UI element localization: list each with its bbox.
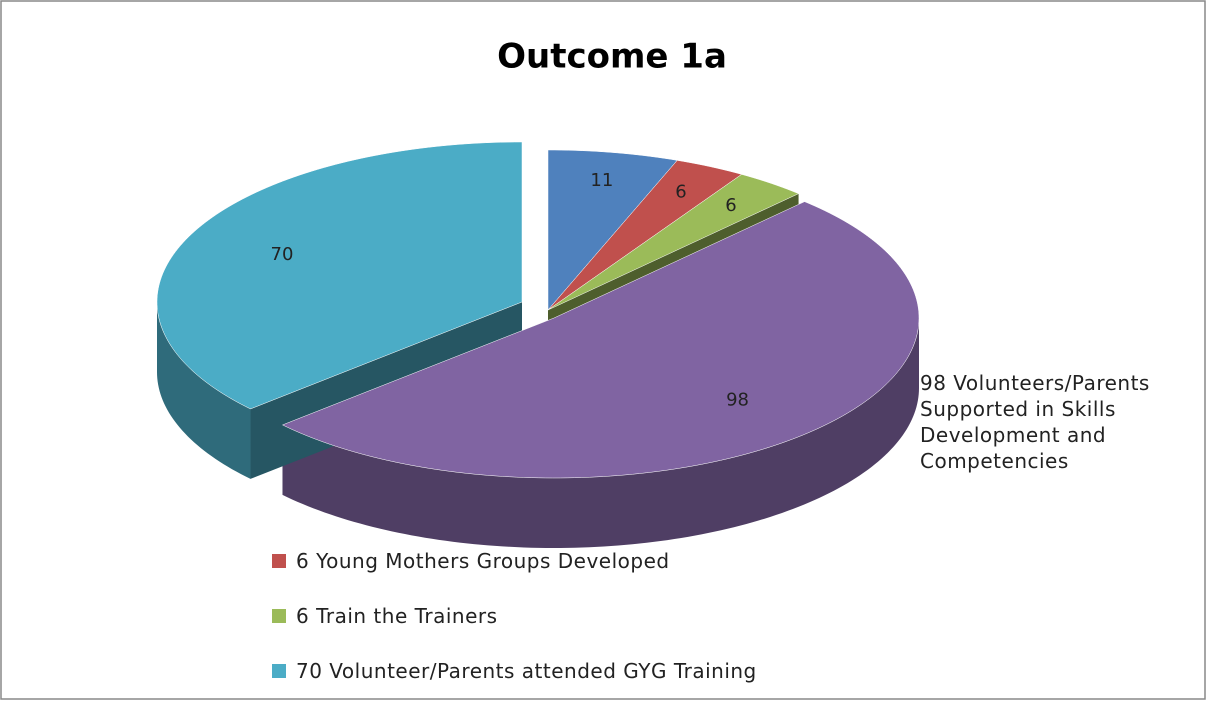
legend-swatch	[272, 609, 286, 623]
legend-label: 70 Volunteer/Parents attended GYG Traini…	[296, 659, 757, 683]
slice	[156, 141, 523, 410]
legend-label: 98 Volunteers/Parents Supported in Skill…	[920, 371, 1150, 473]
legend-swatch	[272, 554, 286, 568]
slice	[547, 174, 800, 311]
data-label: 11	[590, 170, 613, 191]
slice	[281, 201, 920, 479]
chart-title: Outcome 1a	[497, 37, 727, 77]
data-label: 98	[726, 389, 749, 410]
legend-swatch	[272, 664, 286, 678]
slice-side	[282, 318, 919, 548]
data-label: 6	[675, 181, 686, 202]
slice-side	[157, 302, 251, 479]
legend-label: 6 Train the Trainers	[296, 604, 498, 628]
legend-label: 6 Young Mothers Groups Developed	[296, 549, 670, 573]
data-label: 70	[271, 244, 294, 265]
slice	[547, 149, 678, 311]
data-label: 6	[725, 195, 736, 216]
slice	[547, 160, 743, 311]
tops: 11 6 6 98 70	[156, 141, 920, 479]
